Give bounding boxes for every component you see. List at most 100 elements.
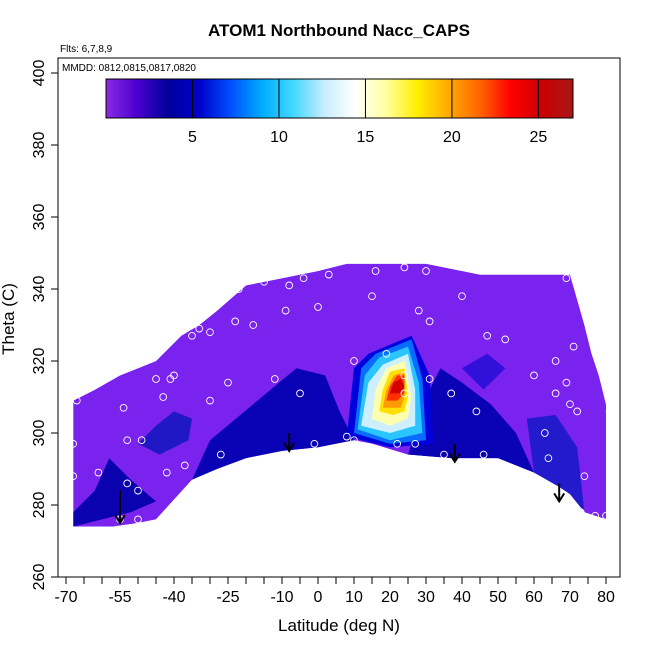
sample-points	[69, 263, 614, 535]
sample-point	[314, 303, 322, 311]
sample-point	[69, 472, 78, 481]
sample-point	[400, 389, 409, 398]
sample-point	[224, 378, 232, 387]
sample-point	[368, 292, 376, 301]
sample-point	[170, 371, 178, 380]
sample-point	[123, 436, 132, 445]
sample-point	[159, 393, 168, 401]
x-tick-label: -40	[162, 589, 185, 606]
sample-point	[162, 468, 171, 477]
sample-point	[299, 274, 308, 283]
colorbar-tick-label: 5	[188, 129, 197, 146]
sample-point	[562, 378, 571, 387]
sample-point	[137, 436, 146, 445]
x-tick-label: 70	[561, 589, 579, 606]
y-tick-label: 280	[31, 492, 48, 519]
x-tick-label: 0	[314, 589, 323, 606]
sample-point	[425, 375, 434, 383]
low-value-region-4	[526, 415, 585, 513]
sample-point	[206, 396, 214, 405]
arrow-head	[283, 442, 296, 453]
sample-point	[216, 450, 225, 459]
arrow-head	[114, 514, 126, 525]
sample-point	[605, 407, 614, 416]
y-tick-label: 320	[31, 348, 48, 375]
x-tick-label: -25	[216, 589, 239, 606]
x-tick-label: 50	[489, 589, 507, 606]
sample-point	[483, 331, 492, 340]
sample-point	[422, 267, 430, 275]
x-tick-label: 30	[417, 589, 435, 606]
sample-point	[180, 461, 189, 470]
sample-point	[393, 439, 402, 448]
low-value-region-1	[138, 411, 192, 455]
sample-point	[310, 439, 319, 448]
sample-point	[123, 479, 132, 488]
sample-point	[296, 389, 304, 398]
x-tick-label: 40	[453, 589, 471, 606]
sample-point	[544, 454, 553, 463]
x-tick-label: 10	[345, 589, 363, 606]
x-tick-label: 80	[597, 589, 615, 606]
plot-frame	[57, 57, 621, 578]
sample-point	[425, 317, 434, 326]
flight-arrows	[114, 433, 566, 525]
sample-point	[69, 526, 78, 535]
sample-point	[195, 324, 204, 333]
x-tick-label: -70	[54, 589, 77, 606]
colorbar-tick-label: 20	[443, 129, 461, 146]
sample-point	[371, 267, 380, 275]
descent-arrow	[553, 483, 566, 504]
field-background	[73, 263, 606, 527]
arrow-head	[553, 492, 566, 504]
descent-arrow	[448, 443, 461, 464]
x-axis: -70 -55 -40 -25 -10 0 10 20 30 40 50 60 70 80	[54, 577, 615, 606]
sample-point	[400, 371, 409, 380]
sample-point	[281, 306, 290, 315]
sample-point	[551, 389, 560, 398]
sample-point	[540, 429, 549, 437]
x-tick-label: 20	[381, 589, 399, 606]
sample-point	[440, 450, 448, 459]
x-tick-label: -55	[108, 589, 131, 606]
x-tick-label: -10	[270, 589, 293, 606]
descent-arrow	[283, 433, 296, 453]
contour-level-26	[390, 379, 405, 394]
sample-point	[231, 317, 240, 326]
sample-point	[414, 306, 423, 315]
sample-point	[573, 407, 582, 416]
colorbar-tick-label: 15	[357, 129, 375, 146]
dates-label: MMDD: 0812,0815,0817,0820	[62, 63, 196, 74]
sample-point	[447, 389, 456, 398]
y-axis-label: Theta (C)	[0, 283, 18, 355]
y-tick-label: 260	[31, 564, 48, 591]
sample-point	[598, 357, 607, 365]
heatmap-field	[73, 263, 606, 527]
sample-point	[479, 450, 488, 459]
sample-point	[350, 357, 358, 365]
sample-point	[382, 349, 391, 358]
low-value-region-5	[462, 353, 506, 390]
sample-point	[530, 371, 538, 380]
low-value-region-2	[192, 368, 354, 480]
sample-point	[134, 515, 142, 524]
sample-point	[350, 436, 358, 445]
sample-point	[119, 403, 128, 412]
sample-point	[501, 335, 510, 344]
sample-point	[234, 285, 243, 293]
sample-point	[249, 321, 258, 329]
colorbar-scale	[105, 78, 574, 119]
sample-point	[569, 342, 578, 351]
y-tick-label: 400	[31, 60, 48, 87]
sample-point	[342, 432, 351, 441]
sample-point	[472, 407, 481, 416]
sample-point	[562, 274, 571, 283]
y-tick-label: 380	[31, 132, 48, 159]
sample-point	[591, 511, 600, 520]
colorbar-tick-label: 25	[530, 129, 548, 146]
low-value-region-0	[73, 458, 156, 527]
y-tick-label: 360	[31, 204, 48, 231]
sample-point	[602, 511, 610, 520]
descent-arrow	[114, 490, 126, 525]
